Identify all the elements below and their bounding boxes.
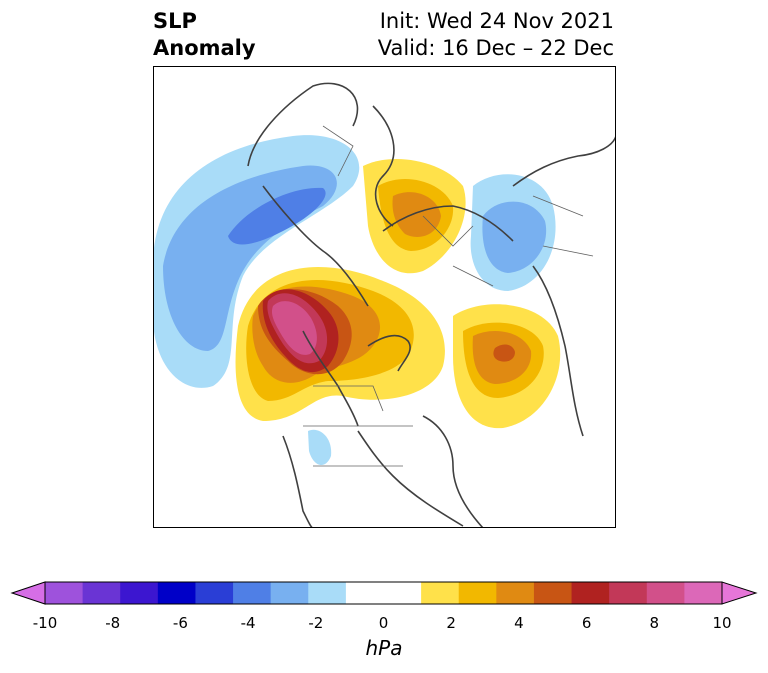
colorbar-tick-label: 6 bbox=[581, 614, 592, 632]
colorbar-tick-label: -8 bbox=[105, 614, 121, 632]
colorbar-segment bbox=[345, 582, 384, 604]
colorbar-segment bbox=[308, 582, 347, 604]
colorbar-segment bbox=[157, 582, 196, 604]
map-frame bbox=[153, 66, 616, 528]
colorbar-segment bbox=[646, 582, 685, 604]
colorbar-unit: hPa bbox=[365, 636, 403, 660]
colorbar-tick-label: -4 bbox=[240, 614, 256, 632]
chart-title: SLP Anomaly bbox=[153, 8, 256, 62]
negative-anomaly-us bbox=[308, 429, 332, 466]
slp-anomaly-map bbox=[153, 66, 616, 528]
colorbar-tick-label: 10 bbox=[712, 614, 732, 632]
positive-anomaly-atlantic bbox=[453, 304, 561, 429]
colorbar-tick-label: 2 bbox=[446, 614, 456, 632]
negative-anomaly-europe bbox=[470, 174, 556, 291]
colorbar-segment bbox=[45, 582, 84, 604]
title-anomaly: Anomaly bbox=[153, 36, 256, 60]
colorbar-tick-label: -6 bbox=[172, 614, 188, 632]
colorbar-segment bbox=[533, 582, 573, 604]
colorbar-segment bbox=[571, 582, 610, 604]
positive-anomaly-canada bbox=[235, 267, 445, 421]
colorbar-segment bbox=[120, 582, 159, 604]
negative-anomaly-pacific bbox=[153, 135, 360, 388]
country-borders bbox=[303, 125, 594, 467]
positive-anomaly-arctic bbox=[363, 158, 466, 274]
colorbar-segment bbox=[421, 582, 460, 604]
colorbar-tick-label: 8 bbox=[649, 614, 660, 632]
valid-range: Valid: 16 Dec – 22 Dec bbox=[377, 36, 614, 60]
colorbar-outline bbox=[44, 581, 723, 605]
colorbar-segment bbox=[270, 582, 309, 604]
init-date: Init: Wed 24 Nov 2021 bbox=[379, 9, 614, 33]
colorbar-tick-label: 4 bbox=[514, 614, 524, 632]
colorbar-segment bbox=[496, 582, 535, 604]
colorbar-segment bbox=[195, 582, 234, 604]
colorbar-segment bbox=[609, 582, 648, 604]
colorbar-tick-label: 0 bbox=[378, 614, 389, 632]
colorbar-tick-label: -10 bbox=[32, 614, 58, 632]
colorbar-segment bbox=[458, 582, 497, 604]
title-slp: SLP bbox=[153, 9, 197, 33]
colorbar-min-extension bbox=[10, 581, 46, 605]
chart-dates: Init: Wed 24 Nov 2021 Valid: 16 Dec – 22… bbox=[378, 8, 614, 62]
colorbar-max-extension bbox=[721, 581, 758, 605]
colorbar-tick-label: -2 bbox=[308, 614, 324, 632]
colorbar-segment bbox=[233, 582, 272, 604]
colorbar bbox=[10, 581, 758, 605]
colorbar-segment bbox=[82, 582, 121, 604]
colorbar-segment bbox=[383, 582, 422, 604]
coastlines bbox=[247, 82, 616, 528]
colorbar-segment bbox=[684, 582, 723, 604]
